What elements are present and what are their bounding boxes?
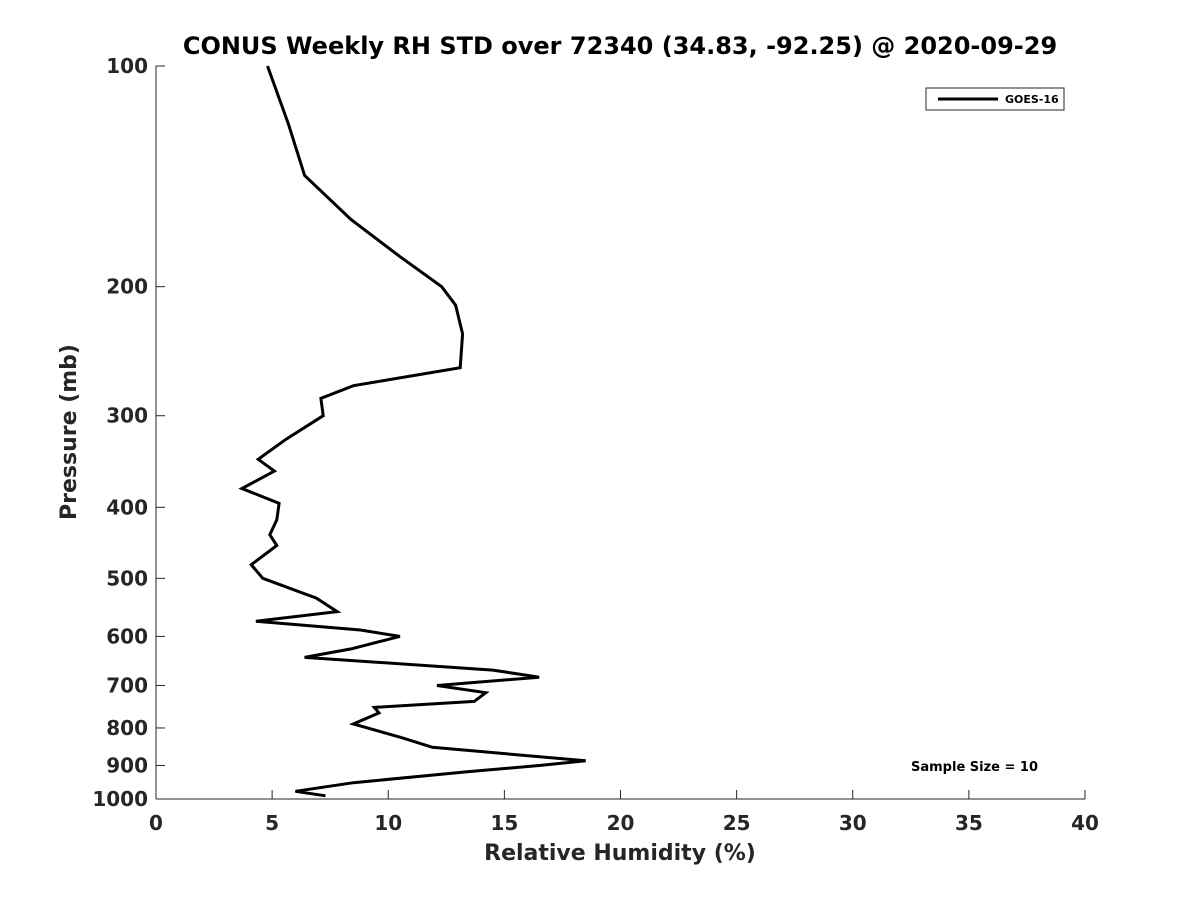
y-tick-label: 1000 <box>92 787 148 811</box>
legend-label-goes-16: GOES-16 <box>1005 93 1059 106</box>
y-tick-label: 400 <box>106 495 148 519</box>
x-axis-ticks: 0 5 10 15 20 25 30 35 40 <box>149 790 1099 835</box>
y-tick-label: 100 <box>106 54 148 78</box>
chart-title: CONUS Weekly RH STD over 72340 (34.83, -… <box>183 32 1057 60</box>
x-tick-label: 15 <box>490 811 518 835</box>
x-tick-label: 35 <box>955 811 983 835</box>
x-axis-label: Relative Humidity (%) <box>484 841 756 866</box>
x-tick-label: 25 <box>723 811 751 835</box>
y-axis-label: Pressure (mb) <box>57 344 82 520</box>
y-tick-label: 800 <box>106 716 148 740</box>
y-tick-label: 900 <box>106 753 148 777</box>
x-tick-label: 5 <box>265 811 279 835</box>
series-line-goes-16 <box>238 65 586 798</box>
x-tick-label: 20 <box>607 811 635 835</box>
y-tick-label: 700 <box>106 673 148 697</box>
x-tick-label: 30 <box>839 811 867 835</box>
y-tick-label: 500 <box>106 566 148 590</box>
x-tick-label: 10 <box>374 811 402 835</box>
y-tick-label: 600 <box>106 624 148 648</box>
legend: GOES-16 <box>925 87 1065 111</box>
y-tick-label: 200 <box>106 275 148 299</box>
x-tick-label: 40 <box>1071 811 1099 835</box>
y-axis-ticks: 100 200 300 400 500 600 700 800 900 1000 <box>92 54 165 811</box>
y-tick-label: 300 <box>106 404 148 428</box>
x-tick-label: 0 <box>149 811 163 835</box>
sample-size-annotation: Sample Size = 10 <box>911 760 1038 775</box>
